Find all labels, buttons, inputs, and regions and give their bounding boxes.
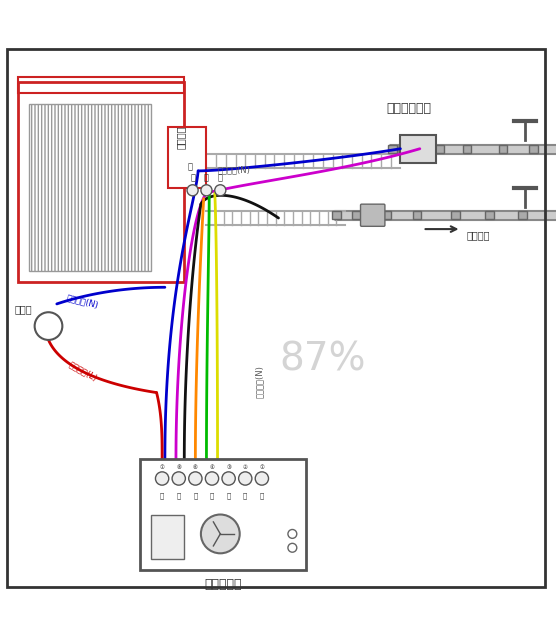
Text: 关: 关 xyxy=(177,493,181,499)
Bar xyxy=(499,145,507,152)
Text: 零: 零 xyxy=(187,162,192,171)
Text: 零: 零 xyxy=(260,493,264,499)
Bar xyxy=(518,211,527,219)
Circle shape xyxy=(255,472,268,485)
Circle shape xyxy=(222,472,235,485)
Circle shape xyxy=(238,472,252,485)
Bar xyxy=(168,127,207,188)
Bar xyxy=(333,211,341,219)
Text: 中: 中 xyxy=(204,173,209,182)
Text: 87%: 87% xyxy=(280,340,366,379)
Bar xyxy=(388,145,397,152)
Text: ④: ④ xyxy=(209,465,214,470)
Text: 高: 高 xyxy=(218,173,223,182)
Text: ③: ③ xyxy=(226,465,231,470)
Circle shape xyxy=(206,472,219,485)
Circle shape xyxy=(215,185,226,196)
Text: 中: 中 xyxy=(227,493,231,499)
Text: 电源线: 电源线 xyxy=(14,304,32,314)
Circle shape xyxy=(288,543,297,553)
Text: ①: ① xyxy=(260,465,265,470)
Text: 开: 开 xyxy=(193,493,198,499)
Circle shape xyxy=(288,529,297,539)
Text: 电源火线(L): 电源火线(L) xyxy=(68,359,99,382)
Text: 低: 低 xyxy=(190,173,195,182)
Text: 管路零线(N): 管路零线(N) xyxy=(255,365,263,398)
Bar xyxy=(400,135,437,163)
Text: 电源零线(N): 电源零线(N) xyxy=(65,292,99,309)
Circle shape xyxy=(189,472,202,485)
Circle shape xyxy=(201,185,212,196)
Circle shape xyxy=(35,312,62,340)
Bar xyxy=(18,77,184,93)
Bar xyxy=(485,211,494,219)
Bar xyxy=(462,145,471,152)
Circle shape xyxy=(187,185,198,196)
Circle shape xyxy=(155,472,169,485)
Bar xyxy=(140,459,306,570)
Bar xyxy=(451,211,460,219)
Text: 电: 电 xyxy=(210,493,214,499)
Text: 高: 高 xyxy=(243,493,247,499)
Text: 仟季温控器: 仟季温控器 xyxy=(204,578,242,592)
Text: 电源零线(N): 电源零线(N) xyxy=(218,165,251,175)
Circle shape xyxy=(201,515,240,553)
Text: 风机盘管: 风机盘管 xyxy=(176,126,186,149)
FancyBboxPatch shape xyxy=(360,204,385,226)
Text: ②: ② xyxy=(243,465,248,470)
Text: 火: 火 xyxy=(160,493,164,499)
Bar xyxy=(529,145,538,152)
Text: 水流方向: 水流方向 xyxy=(467,230,490,240)
Bar xyxy=(18,83,184,282)
Bar xyxy=(435,145,444,152)
Circle shape xyxy=(172,472,185,485)
Bar xyxy=(151,515,184,559)
Text: 仟季电动球阀: 仟季电动球阀 xyxy=(386,103,431,115)
Bar xyxy=(29,105,151,271)
Text: ⑥: ⑥ xyxy=(193,465,198,470)
Bar xyxy=(382,211,391,219)
Text: ①: ① xyxy=(160,465,164,470)
Bar xyxy=(351,211,360,219)
Bar xyxy=(413,211,422,219)
Text: ⑧: ⑧ xyxy=(177,465,181,470)
